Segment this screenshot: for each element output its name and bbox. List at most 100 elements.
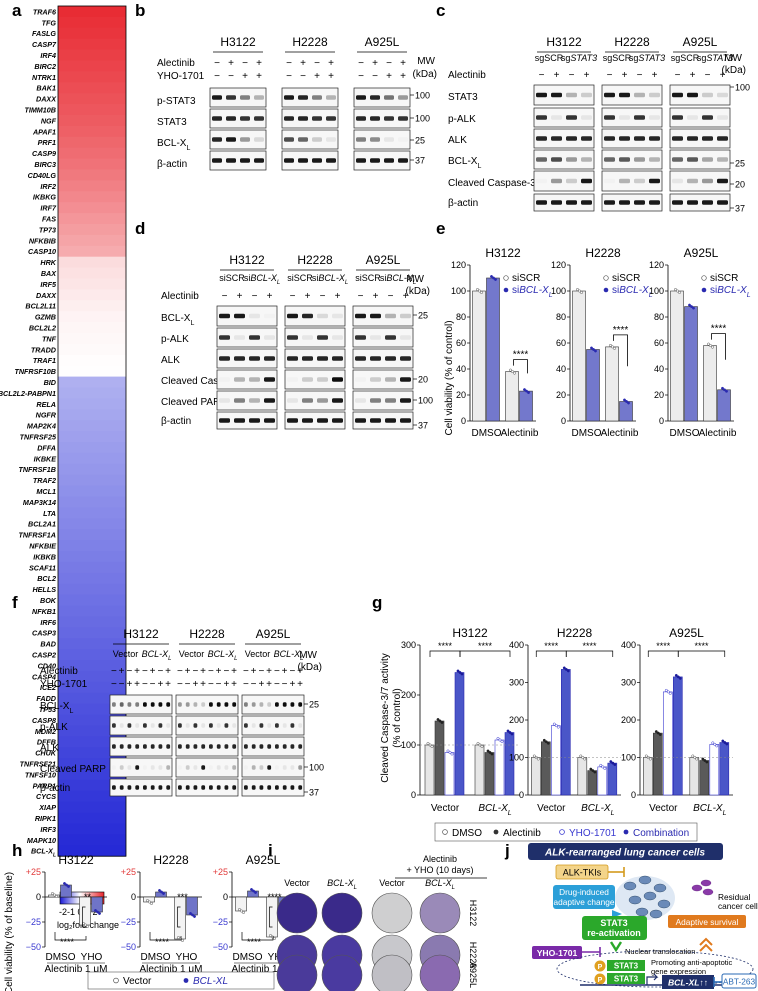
blot-band [112, 765, 116, 770]
blot-row-label: ALK [161, 355, 180, 366]
heatmap-cell [58, 474, 126, 486]
blot-band [150, 785, 155, 790]
mw-header: MW [299, 650, 317, 661]
blot-band [317, 377, 328, 382]
panel-label-a: a [12, 1, 22, 20]
bar [504, 732, 515, 796]
heatmap-cell [58, 583, 126, 595]
blot-band [264, 335, 275, 340]
heatmap-cell [58, 529, 126, 541]
blot-strip [284, 390, 346, 411]
y-tick-label: 120 [649, 260, 664, 270]
blot-band [234, 313, 245, 319]
blot-strip [175, 694, 239, 715]
mw-label: 100 [309, 763, 324, 773]
blot-band [355, 398, 366, 403]
heatmap-cell [58, 180, 126, 192]
group-label: siSCR [355, 273, 381, 283]
blot-band [634, 178, 645, 184]
mw-label: 100 [415, 114, 430, 124]
gene-label: TRAF6 [33, 7, 57, 16]
gene-label: HRK [40, 258, 56, 267]
legend-marker [603, 287, 609, 293]
y-tick-label: 80 [654, 312, 664, 322]
x-category: Vector [431, 803, 460, 814]
data-point [254, 891, 257, 894]
blot-band [702, 157, 713, 162]
blot-strip [601, 84, 663, 106]
blot-band [112, 723, 116, 728]
legend-siscr: siSCR [612, 273, 640, 284]
blot-band [219, 335, 230, 340]
blot-band [400, 418, 411, 423]
heatmap-cell [58, 202, 126, 214]
blot-band [702, 92, 713, 98]
blot-band [216, 723, 221, 728]
group-label: sgSCR [671, 53, 700, 63]
gene-label: TNFRSF25 [20, 433, 57, 442]
treatment-sign: − [243, 666, 249, 677]
group-label: sgSTAT3 [561, 53, 597, 63]
blot-band [249, 335, 260, 340]
bar [699, 760, 710, 796]
data-point [723, 741, 727, 744]
schematic-j: ALK-rearranged lung cancer cells ALK-TKI… [528, 843, 758, 989]
treatment-sign: − [358, 71, 364, 82]
blot-band [536, 136, 547, 141]
blot-strip [216, 369, 278, 390]
blot-strip [175, 757, 239, 778]
gene-label: TNFSF10 [25, 770, 56, 779]
mw-label: 25 [309, 700, 319, 710]
blot-band [566, 178, 577, 184]
blot-band [384, 158, 394, 163]
blot-band [717, 136, 728, 141]
data-point [594, 349, 597, 353]
gene-label: BCL2A1 [28, 520, 56, 529]
data-point [544, 740, 548, 744]
blot-band [240, 158, 250, 163]
well-row-label: H3122 [468, 900, 478, 927]
phospho-2 [594, 973, 606, 985]
blot-band [370, 356, 381, 361]
blot-band [398, 95, 408, 100]
treat-label: Alectinib [40, 666, 78, 677]
bar [719, 742, 730, 796]
sig-stars: **** [155, 937, 170, 947]
blot-band [355, 377, 366, 382]
bar [486, 277, 500, 422]
sig-bracket [513, 359, 528, 374]
blot-row-label: ALK [40, 743, 59, 754]
data-point [523, 388, 526, 392]
blot-row-label: BCL-XL [157, 138, 190, 152]
colony-well [371, 954, 413, 991]
cell-line-label: H3122 [229, 253, 265, 267]
cell-line-label: A925L [365, 35, 400, 49]
blot-band [400, 313, 411, 319]
data-point [668, 691, 672, 695]
blot-band [290, 702, 295, 707]
drug-induced-2: adaptive change [554, 897, 615, 907]
blot-band [604, 200, 615, 205]
heatmap-gene-labels: TRAF6 TFG FASLG CASP7 IRF4 BIRC2 NTRK1 BAK1 DAXX… [0, 7, 57, 858]
treatment-sign: − [675, 70, 681, 81]
data-point [191, 913, 194, 917]
treatment-sign: − [208, 666, 214, 677]
bar [474, 744, 485, 796]
gene-label: TRAF1 [33, 356, 56, 365]
blot-strip [241, 757, 305, 778]
gene-label: APAF1 [32, 127, 56, 136]
g-legend-combination: Combination [633, 828, 689, 839]
residual-cells-icon [691, 879, 714, 896]
blot-band [158, 744, 163, 749]
blot-band [717, 115, 728, 120]
x-category: Alectinib [601, 428, 639, 439]
gene-label: BIRC2 [34, 62, 56, 71]
data-point [63, 882, 66, 885]
blot-band [216, 744, 221, 749]
group-label: Vector [179, 649, 205, 659]
blot-band [551, 200, 562, 205]
blot-band [398, 116, 408, 121]
gene-label: NFKB1 [32, 607, 56, 616]
blot-band [240, 137, 250, 142]
group-label: BCL-XL [142, 649, 172, 662]
